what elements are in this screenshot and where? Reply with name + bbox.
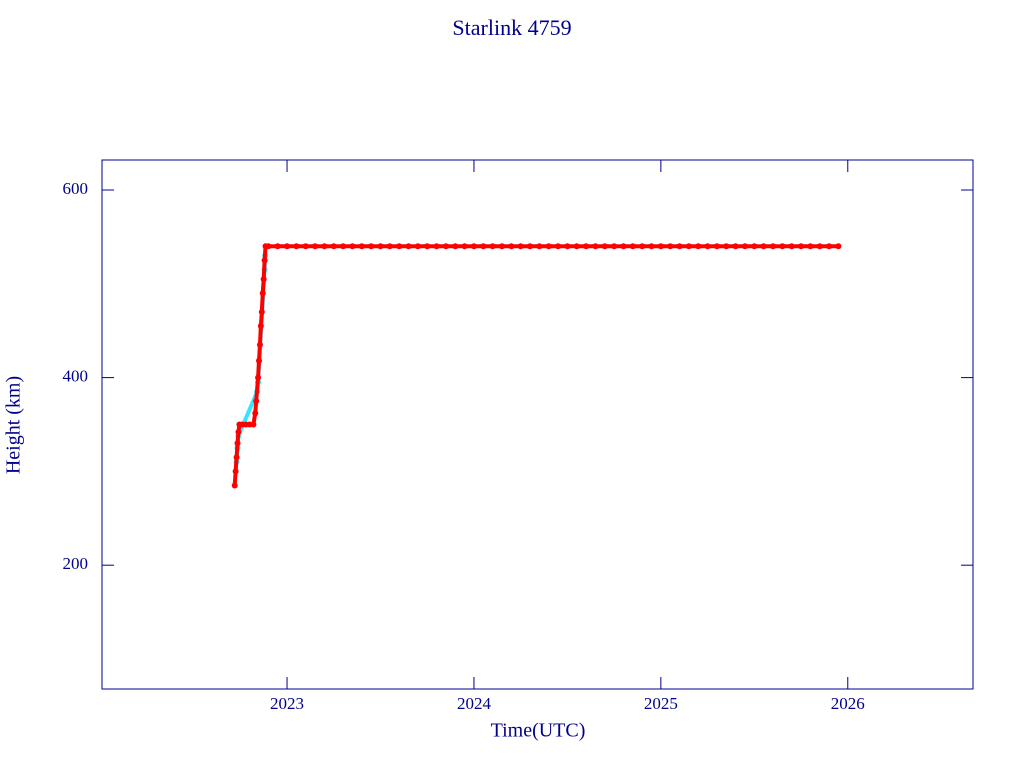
data-point: [258, 308, 265, 315]
data-point: [527, 243, 534, 250]
data-point: [498, 243, 505, 250]
data-point: [564, 243, 571, 250]
data-point: [639, 243, 646, 250]
data-point: [555, 243, 562, 250]
data-point: [835, 243, 842, 250]
data-point: [620, 243, 627, 250]
data-point: [386, 243, 393, 250]
data-point: [252, 410, 259, 417]
data-point: [807, 243, 814, 250]
data-point: [648, 243, 655, 250]
data-point: [232, 468, 239, 475]
data-point: [256, 341, 263, 348]
data-point: [536, 243, 543, 250]
data-point: [250, 421, 257, 428]
data-point: [233, 454, 240, 461]
data-point: [480, 243, 487, 250]
y-tick-label: 400: [63, 367, 89, 386]
data-point: [321, 243, 328, 250]
y-tick-label: 200: [63, 554, 89, 573]
data-point: [770, 243, 777, 250]
data-point: [312, 243, 319, 250]
data-point: [461, 243, 468, 250]
data-point: [470, 243, 477, 250]
data-point: [517, 243, 524, 250]
data-point: [255, 374, 262, 381]
y-tick-label: 600: [63, 179, 89, 198]
data-point: [396, 243, 403, 250]
data-point: [260, 276, 267, 283]
data-point: [695, 243, 702, 250]
data-point: [601, 243, 608, 250]
data-point: [253, 398, 260, 405]
data-point: [723, 243, 730, 250]
data-point: [284, 243, 291, 250]
data-point: [231, 482, 238, 489]
x-axis-label: Time(UTC): [491, 720, 586, 742]
data-point: [657, 243, 664, 250]
x-tick-label: 2024: [457, 694, 492, 713]
data-point: [508, 243, 515, 250]
data-point: [685, 243, 692, 250]
data-point: [259, 290, 266, 297]
series-line: [232, 244, 839, 486]
plot-frame: [101, 159, 974, 690]
data-point: [592, 243, 599, 250]
data-point: [826, 243, 833, 250]
data-point: [760, 243, 767, 250]
x-tick-label: 2026: [831, 694, 865, 713]
x-tick-label: 2025: [644, 694, 678, 713]
data-point: [358, 243, 365, 250]
data-point: [340, 243, 347, 250]
data-point: [377, 243, 384, 250]
y-axis-label: Height (km): [3, 376, 25, 474]
data-point: [667, 243, 674, 250]
data-point: [433, 243, 440, 250]
data-point: [452, 243, 459, 250]
data-point: [405, 243, 412, 250]
data-point: [713, 243, 720, 250]
data-point: [293, 243, 300, 250]
x-tick-label: 2023: [270, 694, 304, 713]
data-point: [816, 243, 823, 250]
data-point: [545, 243, 552, 250]
data-point: [235, 429, 242, 436]
data-point: [751, 243, 758, 250]
data-point: [330, 243, 337, 250]
data-point: [234, 440, 241, 447]
data-point: [414, 243, 421, 250]
data-point: [676, 243, 683, 250]
data-point: [704, 243, 711, 250]
data-point: [368, 243, 375, 250]
data-point: [257, 323, 264, 330]
data-point: [442, 243, 449, 250]
data-point: [611, 243, 618, 250]
data-point: [265, 243, 272, 250]
data-point: [788, 243, 795, 250]
data-point: [274, 243, 281, 250]
data-point: [779, 243, 786, 250]
data-point: [424, 243, 431, 250]
data-point: [302, 243, 309, 250]
data-point: [741, 243, 748, 250]
chart-title: Starlink 4759: [452, 15, 571, 40]
data-point: [349, 243, 356, 250]
data-point: [798, 243, 805, 250]
data-point: [489, 243, 496, 250]
data-point: [629, 243, 636, 250]
data-point: [573, 243, 580, 250]
data-point: [261, 257, 268, 264]
data-point: [256, 357, 263, 364]
data-point: [583, 243, 590, 250]
data-point: [732, 243, 739, 250]
